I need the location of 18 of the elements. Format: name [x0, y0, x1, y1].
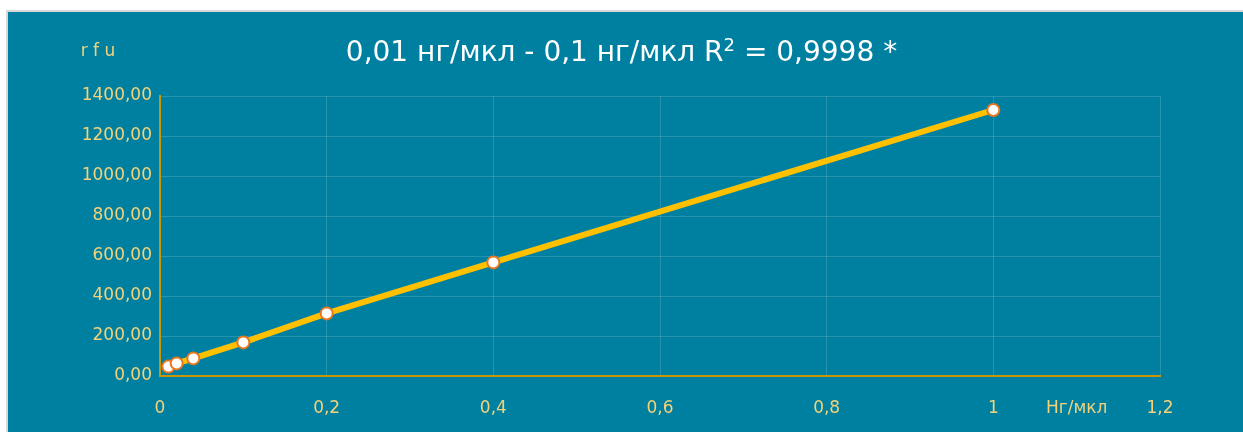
y-tick-label: 1200,00 — [81, 124, 152, 145]
chart-title: 0,01 нг/мкл - 0,1 нг/мкл R$^{2}$ = 0,9998 * — [345, 34, 898, 69]
x-axis-title: Нг/мкл — [1045, 397, 1108, 418]
y-tick-label: 600,00 — [92, 244, 152, 265]
x-tick-label: 0,8 — [813, 396, 841, 417]
y-axis-title: r f u — [80, 40, 116, 61]
x-tick-label: 0,6 — [646, 396, 674, 417]
y-tick-label: 1400,00 — [81, 84, 152, 105]
x-tick-label: 1 — [987, 396, 999, 417]
x-tick-label: 0,4 — [479, 396, 507, 417]
y-tick-label: 400,00 — [92, 284, 152, 305]
y-tick-label: 200,00 — [92, 324, 152, 345]
y-tick-label: 800,00 — [92, 204, 152, 225]
y-tick-label: 1000,00 — [81, 164, 152, 185]
y-tick-label: 0,00 — [114, 364, 152, 385]
x-tick-label: 0 — [154, 396, 166, 417]
x-tick-label: 1,2 — [1146, 396, 1174, 417]
x-tick-label: 0,2 — [313, 396, 341, 417]
